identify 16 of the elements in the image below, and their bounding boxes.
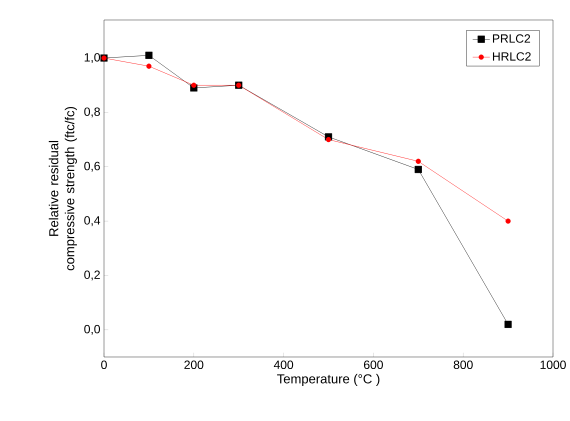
- x-tick-label: 200: [184, 360, 204, 370]
- x-tick-label: 1000: [540, 360, 566, 370]
- y-tick-label: 0,0: [84, 324, 100, 335]
- y-tick-label: 0,4: [84, 216, 100, 226]
- y-tick-label: 0,2: [84, 270, 100, 280]
- y-axis-title: Relative residual compressive strength (ftc/fc): [48, 106, 77, 270]
- x-tick-label: 600: [364, 360, 383, 370]
- x-tick-label: 0: [101, 360, 107, 370]
- x-axis-title: Temperature (°C ): [277, 374, 380, 386]
- x-tick-label: 400: [274, 360, 294, 370]
- legend-label: HRLC2: [492, 52, 531, 61]
- y-tick-label: 1,0: [84, 53, 100, 64]
- y-tick-label: 0,6: [84, 162, 100, 172]
- legend-label: PRLC2: [492, 34, 530, 43]
- x-tick-label: 800: [454, 360, 473, 370]
- y-tick-label: 0,8: [84, 107, 100, 118]
